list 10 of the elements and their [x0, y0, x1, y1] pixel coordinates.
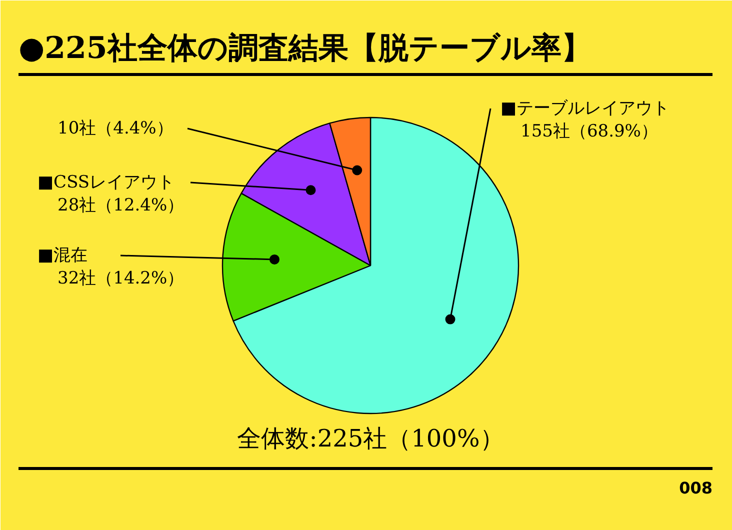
slice-label: ■混在 — [38, 246, 88, 266]
text: 008 — [679, 478, 713, 498]
data-label: 28社（12.4%） — [58, 196, 184, 216]
data-label: 10社（4.4%） — [58, 118, 174, 138]
text: 全体数:225社（100%） — [237, 424, 504, 452]
slice-label: ■CSSレイアウト — [38, 172, 175, 192]
data-label: 155社（68.9%） — [520, 122, 658, 142]
chart-title: ●225社全体の調査結果【脱テーブル率】 — [18, 31, 592, 66]
slice-label: ■テーブルレイアウト — [500, 98, 670, 118]
data-label: 32社（14.2%） — [58, 268, 184, 288]
